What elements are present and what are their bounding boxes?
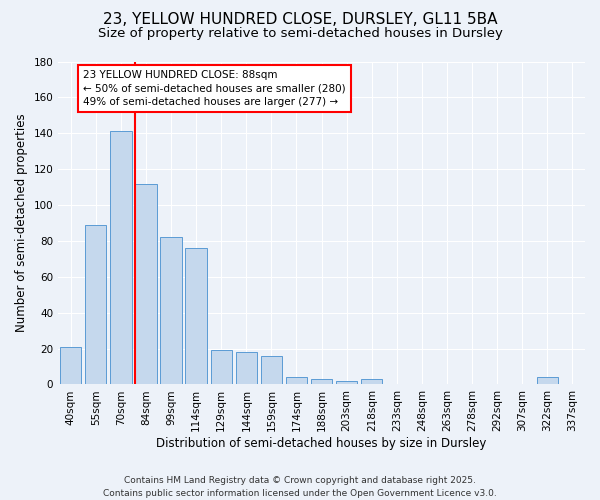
Bar [286, 378, 307, 384]
Text: Size of property relative to semi-detached houses in Dursley: Size of property relative to semi-detach… [98, 28, 502, 40]
Bar [110, 132, 131, 384]
Text: 23, YELLOW HUNDRED CLOSE, DURSLEY, GL11 5BA: 23, YELLOW HUNDRED CLOSE, DURSLEY, GL11 … [103, 12, 497, 28]
Bar [60, 347, 82, 385]
Bar [261, 356, 282, 384]
Y-axis label: Number of semi-detached properties: Number of semi-detached properties [15, 114, 28, 332]
Text: 23 YELLOW HUNDRED CLOSE: 88sqm
← 50% of semi-detached houses are smaller (280)
4: 23 YELLOW HUNDRED CLOSE: 88sqm ← 50% of … [83, 70, 346, 107]
Bar [136, 184, 157, 384]
Bar [361, 379, 382, 384]
Bar [537, 378, 558, 384]
Text: Contains HM Land Registry data © Crown copyright and database right 2025.
Contai: Contains HM Land Registry data © Crown c… [103, 476, 497, 498]
Bar [236, 352, 257, 384]
Bar [336, 381, 358, 384]
X-axis label: Distribution of semi-detached houses by size in Dursley: Distribution of semi-detached houses by … [157, 437, 487, 450]
Bar [160, 238, 182, 384]
Bar [85, 225, 106, 384]
Bar [185, 248, 207, 384]
Bar [211, 350, 232, 384]
Bar [311, 379, 332, 384]
